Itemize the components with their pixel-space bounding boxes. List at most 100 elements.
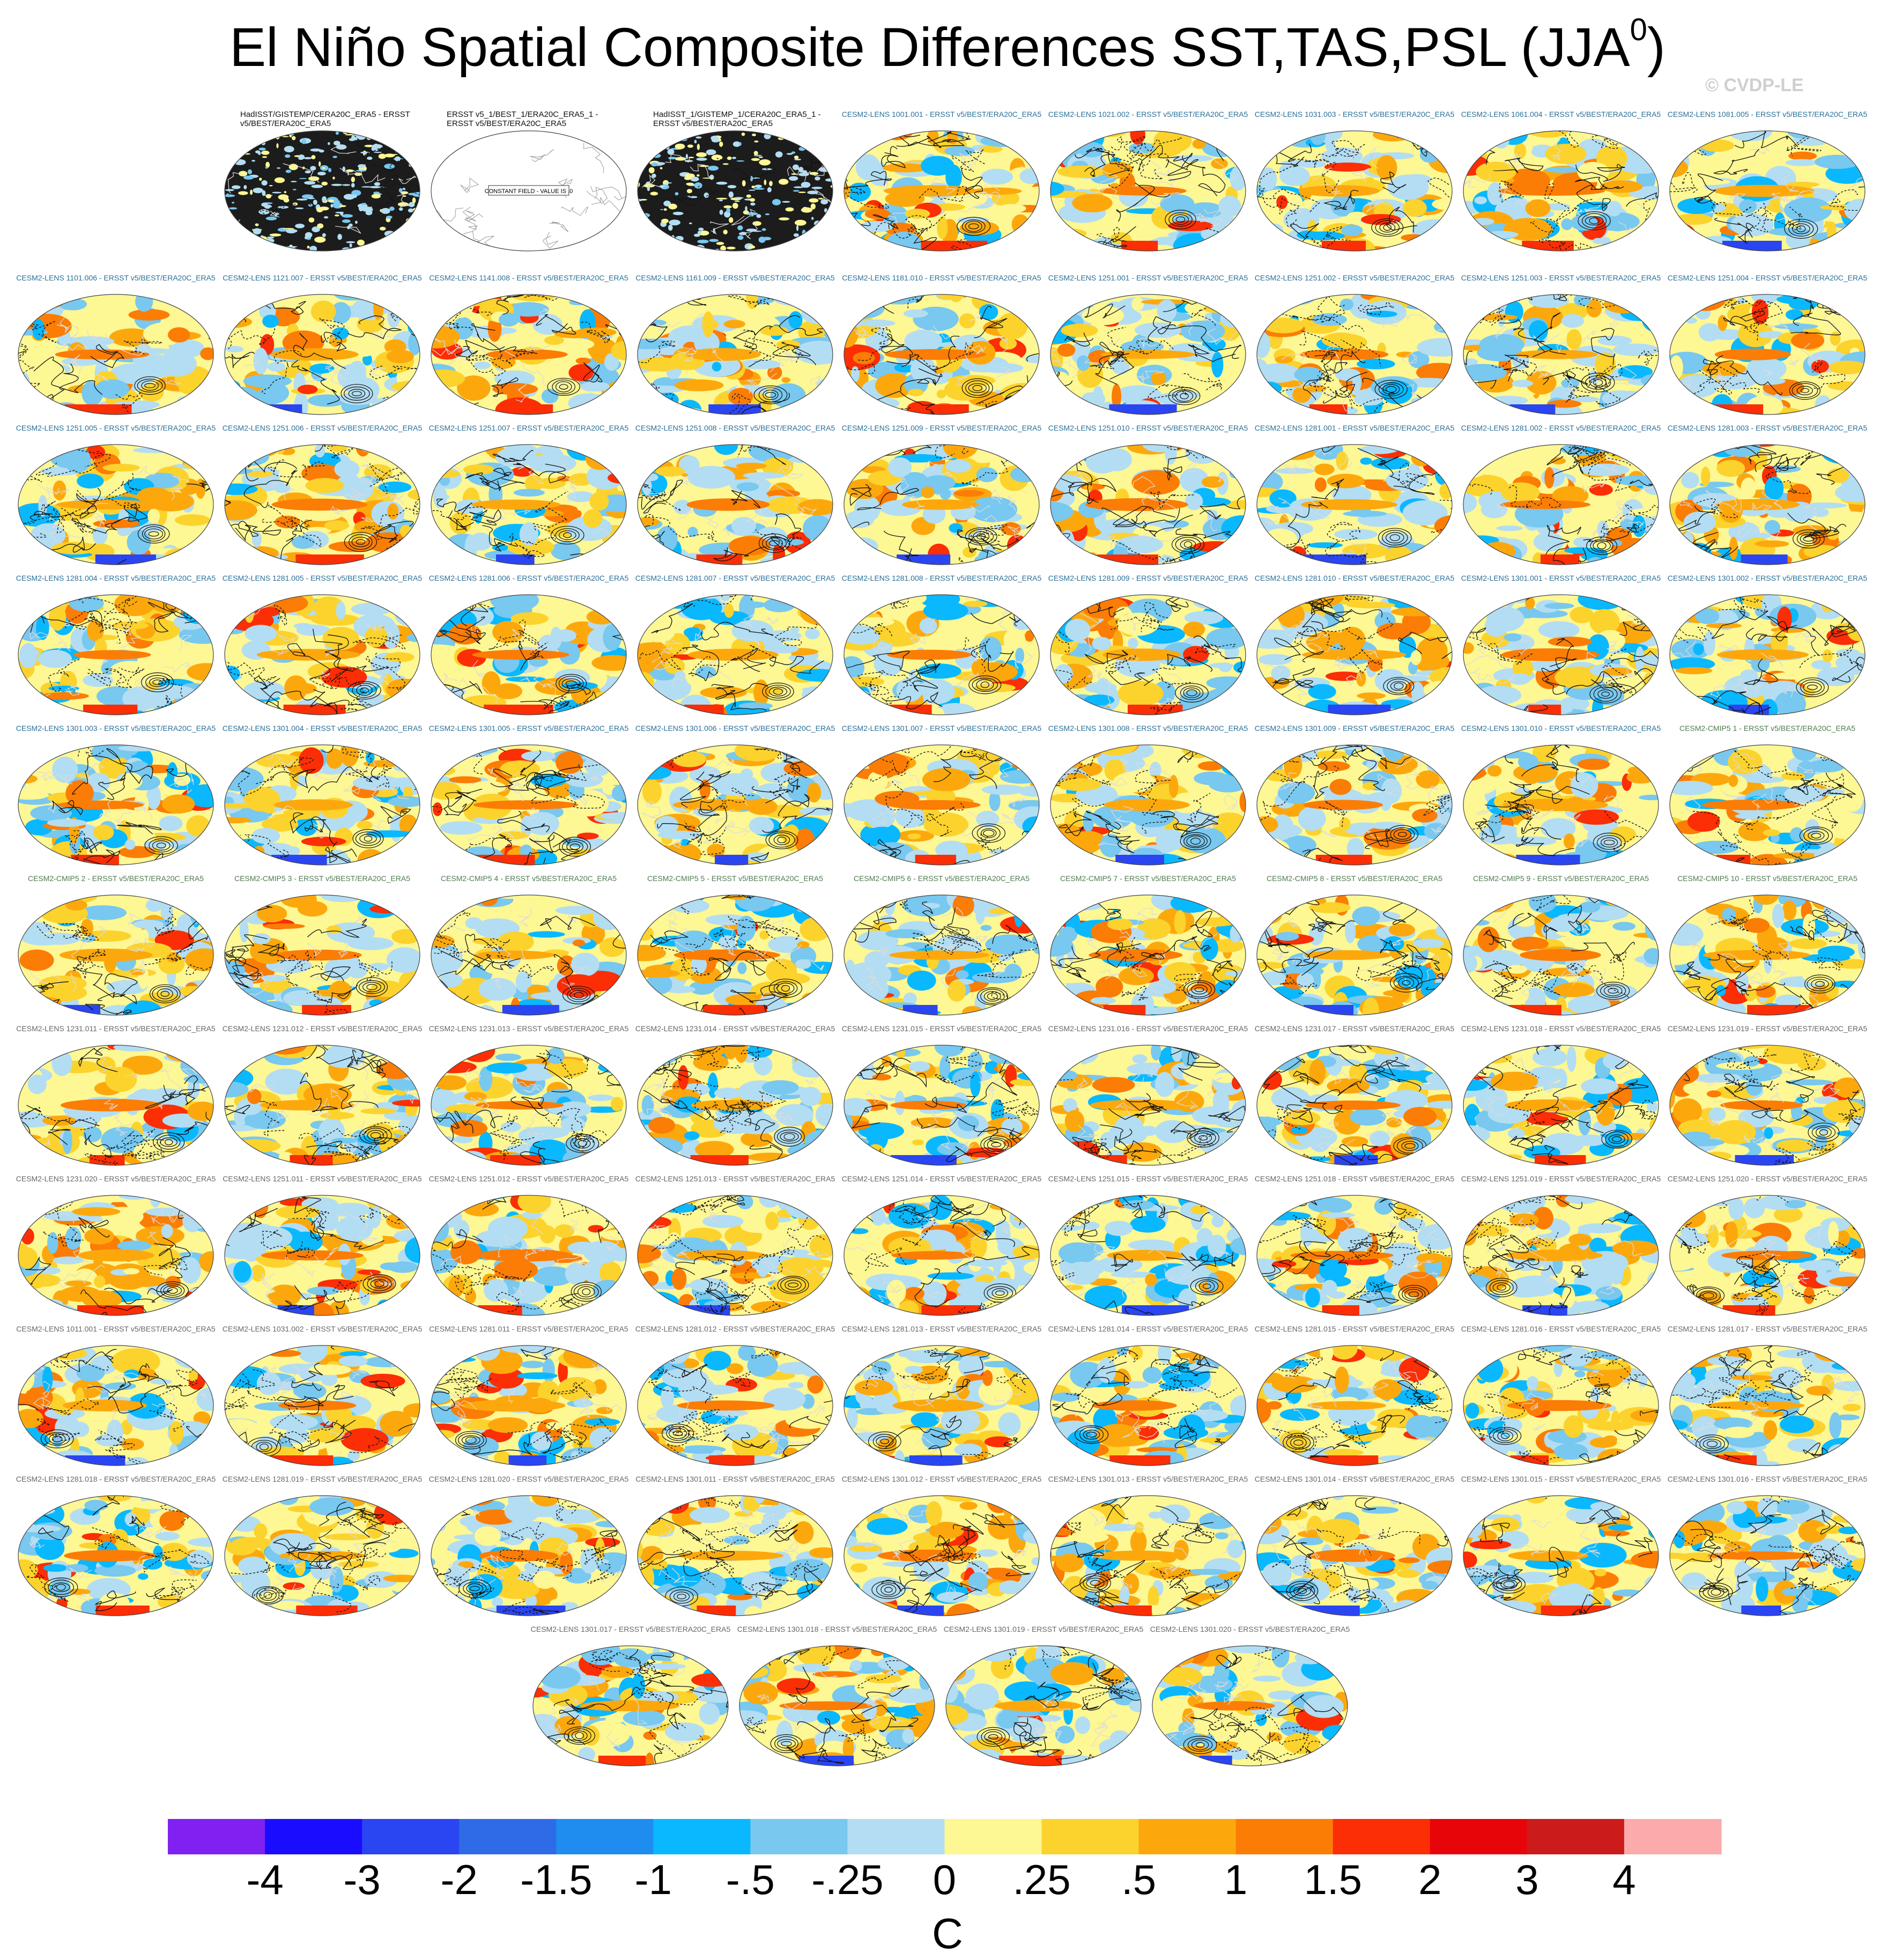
coastline bbox=[1494, 326, 1511, 339]
anomaly-patch bbox=[1057, 343, 1076, 357]
coastline bbox=[1187, 459, 1200, 474]
psl-contour bbox=[1099, 342, 1135, 380]
psl-contour bbox=[530, 766, 579, 796]
psl-contour bbox=[581, 321, 611, 344]
anomaly-patch bbox=[335, 131, 339, 135]
anomaly-patch bbox=[1257, 445, 1302, 453]
anomaly-patch bbox=[1528, 294, 1569, 308]
warm-tongue bbox=[1301, 499, 1398, 511]
robinson-map: CONSTANT FIELD - VALUE IS .0 bbox=[431, 130, 627, 252]
anomaly-patch bbox=[332, 176, 335, 180]
anomaly-patch bbox=[660, 167, 663, 169]
psl-contour-ring bbox=[1596, 835, 1622, 850]
psl-contour-ring bbox=[965, 527, 997, 546]
anomaly-patch bbox=[903, 309, 928, 318]
anomaly-patch bbox=[1113, 772, 1156, 793]
coastline bbox=[226, 219, 241, 236]
coastline bbox=[1313, 167, 1333, 181]
psl-contour bbox=[1358, 302, 1394, 316]
coastline bbox=[539, 308, 551, 323]
anomaly-patch bbox=[713, 773, 759, 796]
coastline bbox=[121, 347, 144, 356]
anomaly-patch bbox=[276, 167, 281, 169]
psl-contour-ring bbox=[1183, 541, 1193, 548]
coastline bbox=[325, 360, 350, 375]
anomaly-patch bbox=[1487, 182, 1503, 205]
anomaly-patch bbox=[1192, 139, 1206, 149]
anomaly-patch bbox=[1634, 400, 1659, 414]
anomaly-patch bbox=[1548, 637, 1592, 647]
anomaly-patch bbox=[1327, 474, 1365, 489]
anomaly-patch bbox=[261, 150, 270, 155]
anomaly-patch bbox=[86, 620, 104, 641]
anomaly-patch bbox=[245, 625, 277, 642]
coastline bbox=[1377, 774, 1396, 786]
anomaly-patch bbox=[783, 761, 822, 776]
panel-label: CESM2-LENS 1301.002 - ERSST v5/BEST/ERA2… bbox=[1667, 574, 1868, 582]
anomaly-patch bbox=[638, 595, 662, 617]
anomaly-patch bbox=[511, 467, 534, 477]
anomaly-patch bbox=[798, 236, 805, 241]
coastline bbox=[1191, 213, 1211, 223]
coastline bbox=[1298, 638, 1334, 653]
psl-contour-ring bbox=[1374, 380, 1408, 399]
anomaly-patch bbox=[373, 297, 384, 321]
anomaly-patch bbox=[801, 207, 813, 213]
psl-contour-ring bbox=[355, 831, 381, 846]
anomaly-patch bbox=[689, 250, 694, 251]
anomaly-patch bbox=[709, 610, 750, 625]
psl-contour bbox=[123, 338, 164, 355]
psl-contour bbox=[106, 472, 142, 499]
anomaly-patch bbox=[1566, 329, 1582, 350]
coastline bbox=[991, 489, 1003, 505]
anomaly-patch bbox=[816, 224, 822, 230]
anomaly-patch bbox=[524, 475, 543, 492]
psl-contour bbox=[769, 771, 796, 796]
coastline bbox=[1298, 382, 1323, 389]
warm-tongue bbox=[1104, 798, 1190, 811]
coastline bbox=[654, 661, 678, 671]
robinson-map bbox=[1463, 744, 1659, 866]
psl-contour bbox=[1493, 157, 1544, 173]
psl-contour-ring bbox=[1796, 677, 1829, 697]
psl-contour-ring bbox=[1581, 213, 1607, 228]
anomaly-patch bbox=[675, 379, 724, 391]
warm-tongue bbox=[271, 498, 368, 511]
anomaly-patch bbox=[1463, 855, 1485, 865]
anomaly-patch bbox=[845, 511, 875, 528]
psl-contour bbox=[761, 808, 833, 833]
psl-contour-ring bbox=[1792, 223, 1810, 234]
coastline bbox=[1631, 484, 1659, 499]
anomaly-patch bbox=[693, 233, 700, 237]
anomaly-patch bbox=[895, 804, 924, 828]
coastline bbox=[520, 665, 534, 683]
coastline bbox=[1499, 186, 1512, 198]
anomaly-patch bbox=[880, 745, 907, 750]
coastline bbox=[1158, 694, 1183, 707]
anomaly-patch bbox=[1623, 748, 1659, 768]
map-panel: CESM2-LENS 1301.010 - ERSST v5/BEST/ERA2… bbox=[1457, 724, 1664, 879]
anomaly-patch bbox=[436, 294, 457, 312]
anomaly-patch bbox=[1413, 406, 1452, 415]
coastline bbox=[1319, 184, 1343, 197]
psl-contour bbox=[844, 650, 910, 670]
anomaly-patch bbox=[1628, 186, 1659, 200]
anomaly-patch bbox=[808, 558, 833, 565]
psl-contour-ring bbox=[768, 832, 795, 848]
anomaly-patch bbox=[641, 622, 675, 643]
anomaly-patch bbox=[1670, 390, 1686, 401]
psl-contour bbox=[1307, 309, 1365, 332]
coastline bbox=[997, 609, 1010, 631]
psl-contour bbox=[64, 830, 85, 853]
anomaly-patch bbox=[919, 618, 937, 634]
anomaly-patch bbox=[225, 386, 257, 400]
polar-anomaly bbox=[484, 705, 554, 715]
anomaly-patch bbox=[1479, 394, 1497, 405]
coastline bbox=[1600, 311, 1619, 329]
psl-contour bbox=[1631, 857, 1653, 865]
anomaly-patch bbox=[687, 527, 698, 537]
psl-contour bbox=[1591, 135, 1633, 149]
coastline bbox=[1097, 841, 1134, 853]
anomaly-patch bbox=[227, 846, 264, 865]
psl-contour bbox=[532, 491, 568, 529]
